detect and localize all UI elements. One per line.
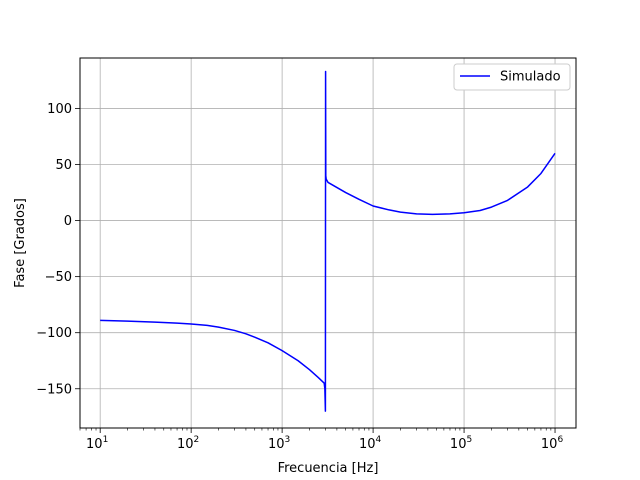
- x-tick-label: 105: [450, 435, 472, 452]
- x-tick-label: 103: [268, 435, 290, 452]
- grid-lines: [80, 58, 576, 428]
- y-axis-label: Fase [Grados]: [13, 198, 28, 288]
- legend-label-simulado: Simulado: [500, 70, 561, 85]
- legend-box: [453, 63, 571, 91]
- plot-area: [80, 58, 576, 428]
- x-tick-label: 104: [359, 435, 382, 452]
- x-tick-label: 106: [541, 435, 564, 452]
- plot-frame: [79, 57, 577, 429]
- x-tick-label: 102: [177, 435, 199, 452]
- y-tick-label: 100: [47, 102, 72, 117]
- x-axis-label: Frecuencia [Hz]: [278, 461, 379, 476]
- data-series: [100, 70, 556, 412]
- axis-ticks: 101 102 103 104 105 106 100 50 0 −50 −100 −150: [36, 102, 563, 452]
- y-tick-label: −100: [36, 326, 72, 341]
- y-tick-label: −150: [36, 382, 72, 397]
- series-line-simulado: [100, 70, 556, 412]
- y-tick-label: 50: [55, 158, 72, 173]
- x-tick-label: 101: [86, 435, 108, 452]
- legend: Simulado: [453, 63, 571, 91]
- y-tick-label: −50: [45, 270, 72, 285]
- y-tick-label: 0: [64, 214, 72, 229]
